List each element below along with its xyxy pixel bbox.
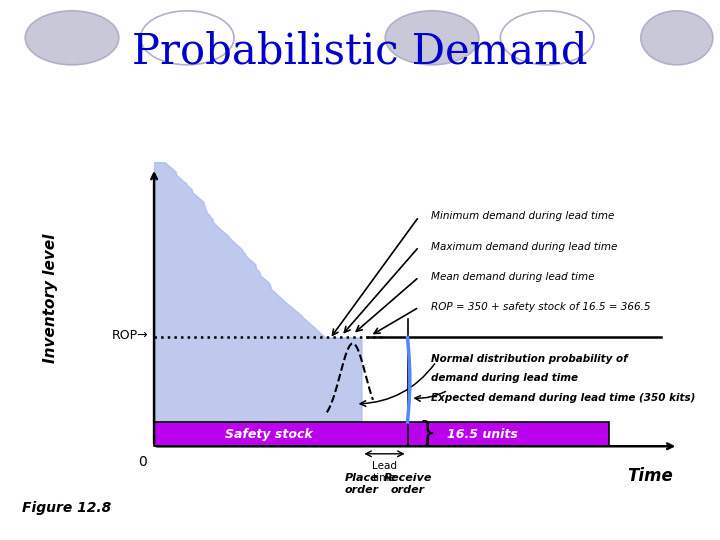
- Text: 0: 0: [138, 455, 147, 469]
- Text: Time: Time: [626, 468, 672, 485]
- Text: Inventory level: Inventory level: [43, 233, 58, 363]
- Text: ROP→: ROP→: [112, 329, 148, 342]
- Text: Receive
order: Receive order: [383, 474, 432, 495]
- Text: Mean demand during lead time: Mean demand during lead time: [431, 272, 594, 282]
- Text: ROP = 350 + safety stock of 16.5 = 366.5: ROP = 350 + safety stock of 16.5 = 366.5: [431, 302, 650, 312]
- Text: demand during lead time: demand during lead time: [431, 373, 577, 383]
- Bar: [154, 422, 609, 446]
- Text: Normal distribution probability of: Normal distribution probability of: [431, 354, 627, 363]
- Text: Maximum demand during lead time: Maximum demand during lead time: [431, 242, 617, 252]
- Text: Safety stock: Safety stock: [225, 428, 313, 441]
- Text: Figure 12.8: Figure 12.8: [22, 501, 111, 515]
- Text: Probabilistic Demand: Probabilistic Demand: [132, 30, 588, 72]
- Text: Expected demand during lead time (350 kits): Expected demand during lead time (350 ki…: [431, 393, 695, 403]
- Text: Lead
time: Lead time: [372, 461, 397, 483]
- Text: Minimum demand during lead time: Minimum demand during lead time: [431, 212, 614, 221]
- Text: Place
order: Place order: [344, 474, 379, 495]
- Text: 16.5 units: 16.5 units: [447, 428, 518, 441]
- Text: }: }: [419, 420, 436, 448]
